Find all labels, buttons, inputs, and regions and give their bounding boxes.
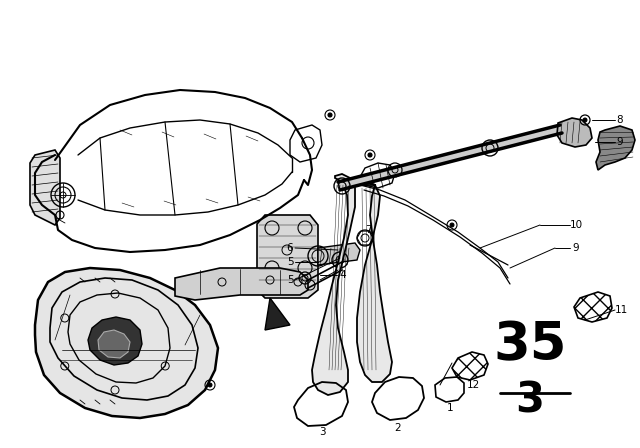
Circle shape — [450, 223, 454, 227]
Polygon shape — [88, 317, 142, 365]
Polygon shape — [30, 150, 60, 225]
Polygon shape — [557, 118, 592, 147]
Text: 12: 12 — [467, 380, 479, 390]
Polygon shape — [35, 268, 218, 418]
Text: 6: 6 — [287, 243, 293, 253]
Text: 35: 35 — [493, 319, 566, 371]
Text: 8: 8 — [617, 115, 623, 125]
Text: 9: 9 — [573, 243, 579, 253]
Polygon shape — [175, 268, 308, 300]
Polygon shape — [98, 330, 130, 358]
Text: 5: 5 — [287, 275, 293, 285]
Circle shape — [208, 383, 212, 387]
Text: 5: 5 — [287, 257, 293, 267]
Text: 9: 9 — [617, 137, 623, 147]
Polygon shape — [338, 125, 562, 190]
Polygon shape — [265, 298, 290, 330]
Circle shape — [368, 153, 372, 157]
Circle shape — [328, 113, 332, 117]
Text: 10: 10 — [570, 220, 582, 230]
Polygon shape — [596, 126, 635, 170]
Text: 1: 1 — [447, 403, 453, 413]
Polygon shape — [318, 243, 360, 265]
Text: 2: 2 — [395, 423, 401, 433]
Polygon shape — [312, 174, 355, 395]
Text: 11: 11 — [614, 305, 628, 315]
Text: 3: 3 — [515, 379, 545, 421]
Text: 7: 7 — [365, 225, 371, 235]
Polygon shape — [257, 215, 318, 298]
Text: 3: 3 — [319, 427, 325, 437]
Text: 4: 4 — [340, 270, 346, 280]
Circle shape — [583, 118, 587, 122]
Polygon shape — [357, 182, 392, 382]
